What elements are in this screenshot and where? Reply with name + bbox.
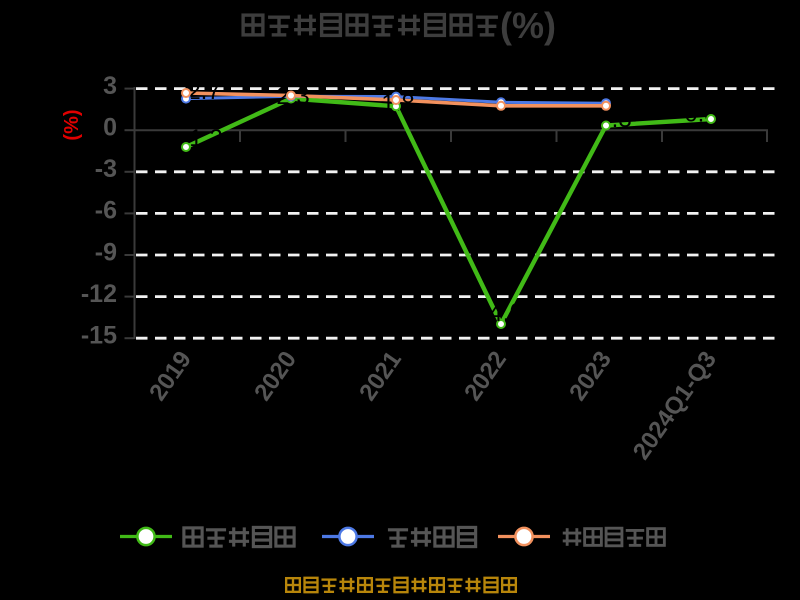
- svg-text:-12: -12: [81, 280, 117, 308]
- svg-text:-14.05: -14.05: [467, 299, 538, 327]
- svg-text:0: 0: [103, 114, 117, 142]
- svg-text:2.7: 2.7: [187, 78, 220, 105]
- svg-text:-9: -9: [95, 238, 117, 266]
- svg-text:(%): (%): [500, 5, 556, 46]
- svg-text:-15: -15: [81, 322, 117, 350]
- svg-text:(%): (%): [61, 109, 83, 140]
- svg-text:3: 3: [103, 72, 117, 100]
- svg-text:-3: -3: [95, 155, 117, 183]
- svg-text:-6: -6: [95, 197, 117, 225]
